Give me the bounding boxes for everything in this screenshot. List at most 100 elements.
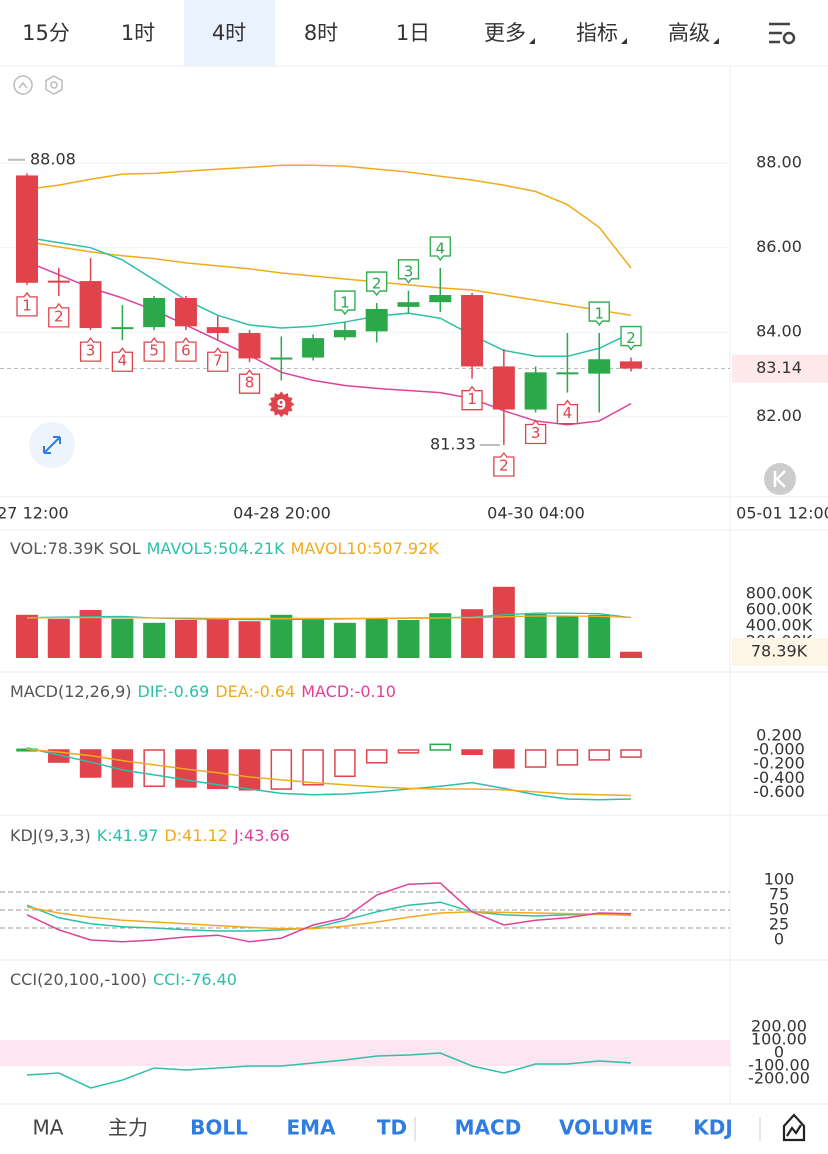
toolbar-item[interactable]: MA [33,1116,64,1140]
macd-bar [429,743,452,751]
header-item: K:41.97 [97,826,159,845]
header-item: CCI:-76.40 [153,970,237,989]
toggle-icons[interactable] [13,75,63,95]
tab[interactable]: 更多 [484,21,526,45]
y-tick-label: 0.200 [756,725,802,744]
td-count: 8 [245,374,255,392]
settings-icon[interactable] [769,22,796,45]
volume-bar [174,620,197,658]
indicator-header: CCI(20,100,-100) CCI:-76.40 [10,970,237,989]
indicator-header: MACD(12,26,9) DIF:-0.69 DEA:-0.64 MACD:-0.1… [10,682,396,701]
y-tick-label: 100 [764,869,795,888]
tab[interactable]: 8时 [304,21,338,45]
y-tick-label: 400.00K [746,616,813,635]
td-marker-bg [175,337,197,362]
volume-bar [238,621,261,658]
toolbar [0,1104,828,1154]
y-tick-label: -0.400 [753,768,805,787]
volume-bar [492,586,515,658]
x-tick-label: 05-01 12:00 [736,504,828,523]
td-marker-bg [556,399,579,425]
macd-bar [461,749,483,756]
volume-bar [16,614,38,658]
tab[interactable]: 指标 [576,21,618,45]
header-item: DIF:-0.69 [138,682,210,701]
indicator-line [26,747,632,801]
toolbar-item[interactable]: TD [377,1116,407,1140]
td-count: 3 [531,424,541,442]
current-price: 83.14 [756,358,802,377]
tab[interactable]: 15分 [22,21,70,45]
td-count: 2 [372,275,382,293]
candle-body [588,359,611,374]
y-tick-label: -0.600 [753,782,805,801]
td-marker-bg [588,301,610,327]
header-item: MAVOL5:504.21K [147,539,285,558]
chart-style-icon[interactable] [782,1113,806,1142]
td-marker-bg [268,391,295,418]
toolbar-item[interactable]: EMA [286,1116,336,1140]
td-marker-bg [143,337,165,362]
expand-button[interactable] [29,422,75,468]
candle-body [365,308,388,332]
current-volume-tag [732,638,828,666]
td-marker-bg [334,290,356,316]
volume-bar [397,620,420,658]
indicator-line [26,164,632,269]
td-marker-bg [111,347,134,372]
td-count: 1 [594,305,604,323]
toolbar-item[interactable]: KDJ [693,1116,733,1140]
indicator-line [26,882,632,943]
y-tick-label: 88.00 [756,153,802,172]
header-item: MAVOL10:507.92K [291,539,440,558]
td-count: 2 [499,457,509,475]
td-marker-bg [524,419,547,445]
indicator-line [26,748,632,797]
header-item: MACD(12,26,9) [10,682,132,701]
tab[interactable]: 4时 [212,21,246,45]
toolbar-item[interactable]: BOLL [190,1116,248,1140]
tab[interactable]: 高级 [668,21,710,45]
volume-bar [111,618,134,658]
candle-body [238,333,261,359]
td-marker-bg [48,302,70,328]
td-count: 7 [213,352,223,370]
macd-bar [238,749,261,791]
macd-bar [493,749,515,769]
current-price-tag [732,354,828,383]
header-item: VOL:78.39K SOL [10,539,141,558]
current-volume: 78.39K [751,642,808,661]
toolbar-item[interactable]: VOLUME [559,1116,653,1140]
volume-bar [302,618,325,658]
tab[interactable]: 1时 [121,21,155,45]
td-marker-bg [620,325,642,351]
dropdown-triangle [621,38,627,44]
y-tick-label: -100.00 [748,1056,810,1075]
macd-bar [365,749,388,764]
y-tick-label: 50 [769,899,789,918]
td-count: 2 [626,329,636,347]
macd-bar [206,749,229,790]
td-marker-bg [493,451,515,477]
macd-bar [588,749,610,761]
toolbar-item[interactable]: MACD [455,1116,522,1140]
tab[interactable]: 1日 [396,21,430,45]
td-marker-bg [238,369,261,394]
y-tick-label: 0 [774,1043,784,1062]
header-item: KDJ(9,3,3) [10,826,91,845]
macd-bar [302,749,324,786]
td-count: 9 [276,397,286,413]
candle-body [461,295,484,367]
macd-bar [143,749,165,787]
header-item: CCI(20,100,-100) [10,970,147,989]
indicator-header: KDJ(9,3,3) K:41.97 D:41.12 J:43.66 [10,826,290,845]
td-marker-bg [16,291,38,317]
high-label: 88.08 [30,149,76,168]
volume-bar [206,618,229,658]
y-tick-label: 82.00 [756,406,802,425]
td-count: 4 [563,404,573,422]
toolbar-item[interactable]: 主力 [108,1116,148,1140]
candle-body [79,281,102,328]
back-to-latest-button[interactable] [764,463,796,495]
